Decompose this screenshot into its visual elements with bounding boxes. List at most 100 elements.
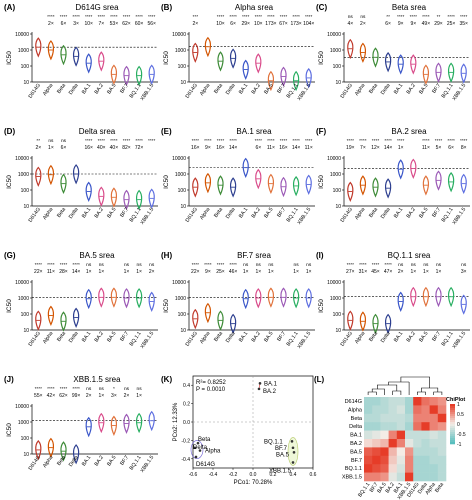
significance-label: **** xyxy=(35,262,43,268)
violin-mark xyxy=(280,66,287,87)
x-tick-label: BA.2 xyxy=(251,83,262,96)
x-tick-label: BA.5 xyxy=(106,83,117,96)
fold-change-label: 7× xyxy=(98,21,104,27)
heatmap-cell xyxy=(429,430,439,440)
violin-mark xyxy=(123,189,130,211)
violin-mark xyxy=(35,440,42,461)
violin-panel: (D) Delta srea IC50 10000 1000 100 10 **2× D614G… xyxy=(4,127,158,226)
significance-label: **** xyxy=(292,14,300,20)
col-label: BA.2 xyxy=(385,482,396,495)
significance-label: ns xyxy=(61,139,67,144)
violin-mark xyxy=(60,173,67,195)
pca-point xyxy=(291,461,295,464)
heatmap-cell xyxy=(413,439,422,448)
heatmap-cell xyxy=(429,472,439,482)
x-tick-label: D614G xyxy=(28,455,42,472)
y-tick-label: 1000 xyxy=(175,296,186,302)
row-label: D614G xyxy=(345,399,362,405)
violin-mark xyxy=(123,413,130,434)
y-tick-label: 0.4 xyxy=(183,383,190,389)
x-tick-label: Alpha xyxy=(42,331,55,345)
violin-mark xyxy=(410,286,417,308)
col-label: BF.7 xyxy=(369,482,380,494)
row-label: BA.2 xyxy=(350,441,362,447)
fold-change-label: 40× xyxy=(97,145,106,151)
panel-letter: (H) xyxy=(161,251,172,260)
y-tick-label: 10 xyxy=(23,328,29,334)
violin-mark xyxy=(292,176,300,197)
legend-swatch xyxy=(450,412,455,415)
violin-mark xyxy=(123,65,130,87)
x-tick-label: 0.0 xyxy=(250,472,257,478)
fold-change-label: 42× xyxy=(47,393,56,399)
fold-change-label: 1× xyxy=(436,269,442,275)
significance-label: ** xyxy=(36,138,40,144)
violin-mark xyxy=(267,173,275,195)
x-tick-label: BA.1 xyxy=(81,83,92,96)
x-tick-label: Delta xyxy=(380,331,392,344)
significance-label: **** xyxy=(460,14,468,20)
y-tick-label: 0.0 xyxy=(183,420,190,426)
violin-mark xyxy=(347,38,354,60)
y-axis-label: IC50 xyxy=(318,299,325,313)
violin-mark xyxy=(60,311,67,332)
heatmap-cell xyxy=(437,464,447,473)
heatmap-cell xyxy=(388,422,398,431)
violin-mark xyxy=(148,410,155,432)
significance-label: ** xyxy=(386,14,390,20)
y-tick-label: 10 xyxy=(23,204,29,210)
fold-change-label: 173× xyxy=(265,21,276,27)
stat-p: P = 0.0010 xyxy=(196,387,226,393)
y-tick-label: 100 xyxy=(21,188,30,194)
fold-change-label: 9× xyxy=(398,21,404,27)
significance-label: **** xyxy=(280,138,288,144)
violin-mark xyxy=(35,37,42,58)
fold-change-label: 2× xyxy=(35,145,41,151)
x-tick-label: BA.5 xyxy=(263,207,274,220)
x-tick-label: BA.2 xyxy=(251,331,262,344)
significance-label: ns xyxy=(423,263,429,268)
pca-point xyxy=(193,446,197,450)
col-label: BA.1 xyxy=(393,482,404,495)
x-tick-label: -0.4 xyxy=(209,472,218,478)
heatmap-cell xyxy=(388,413,398,423)
violin-mark xyxy=(47,305,55,326)
y-tick-label: 100 xyxy=(178,64,187,70)
violin-mark xyxy=(60,441,67,462)
fold-change-label: 22× xyxy=(191,269,200,275)
heatmap-cell xyxy=(372,472,381,482)
fold-change-label: 14× xyxy=(72,269,81,275)
significance-label: **** xyxy=(135,138,143,144)
legend-swatch xyxy=(450,410,455,413)
heatmap-cell xyxy=(413,455,422,465)
significance-label: **** xyxy=(217,138,225,144)
dendrogram-branch xyxy=(400,376,430,388)
significance-label: **** xyxy=(60,262,68,268)
legend-swatch xyxy=(450,434,455,437)
fold-change-label: 11× xyxy=(267,145,275,151)
significance-label: **** xyxy=(280,14,288,20)
pca-point xyxy=(198,449,202,452)
heatmap-cell xyxy=(405,422,414,431)
violin-mark xyxy=(85,288,92,310)
x-tick-label: Beta xyxy=(213,207,224,219)
significance-label: **** xyxy=(192,262,200,268)
violin-mark xyxy=(60,44,67,66)
violin-mark xyxy=(410,54,417,75)
y-axis-label: IC50 xyxy=(163,51,170,65)
y-tick-label: 10000 xyxy=(172,280,186,286)
violin-panel: (I) BQ.1.1 sreaIC5010000100010010****27×D… xyxy=(316,251,470,350)
heatmap-cell xyxy=(437,472,447,482)
x-tick-label: XBB.1.5 xyxy=(139,83,155,102)
fold-change-label: 31× xyxy=(359,269,368,275)
legend-swatch xyxy=(450,422,455,425)
fold-change-label: 25× xyxy=(447,21,456,27)
x-tick-label: BF.7 xyxy=(119,331,130,343)
x-tick-label: XBB.1.5 xyxy=(139,455,155,474)
heatmap-cell xyxy=(364,422,373,431)
significance-label: ns xyxy=(256,263,262,268)
x-tick-label: BF.7 xyxy=(119,207,130,219)
heatmap-cell xyxy=(421,405,430,415)
heatmap-cell xyxy=(405,439,414,448)
violin-mark xyxy=(242,157,249,179)
